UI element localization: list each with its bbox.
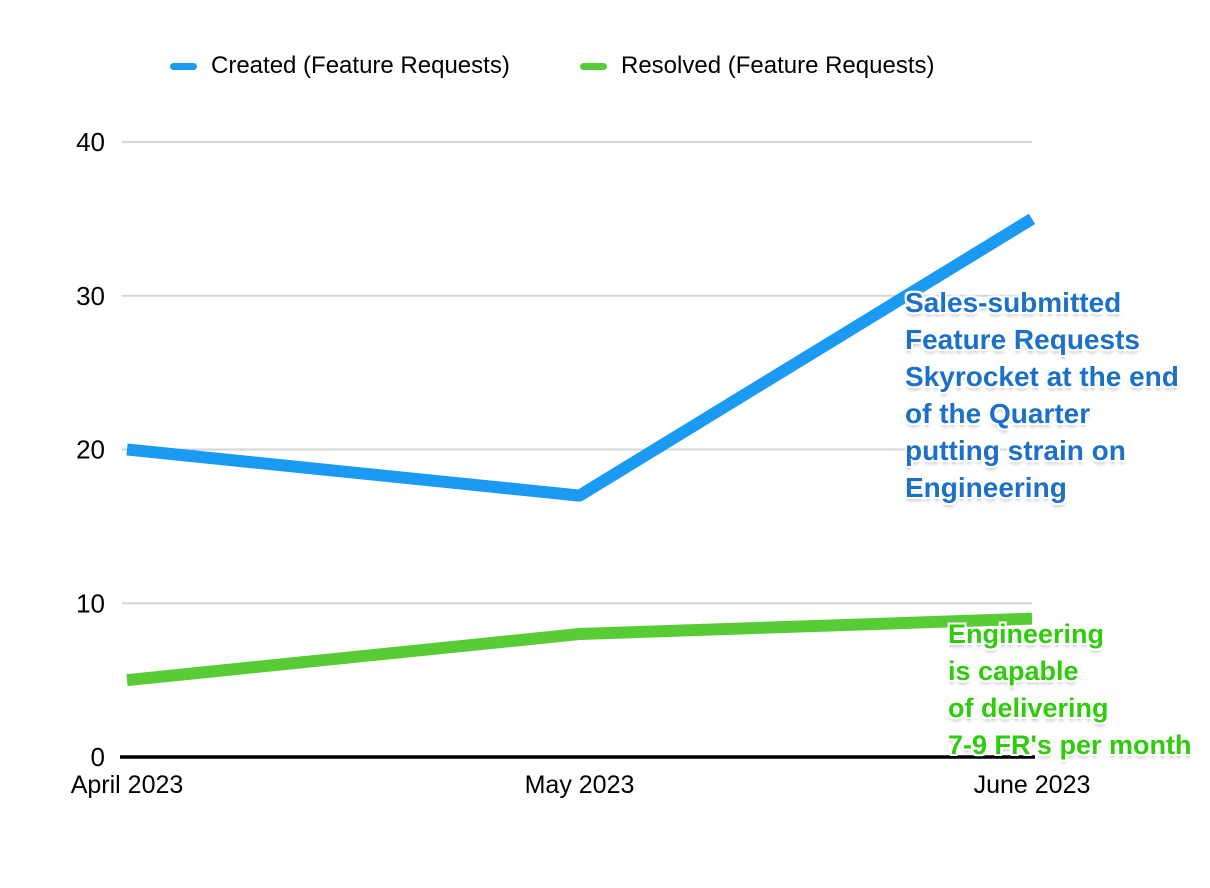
y-tick-label: 30	[76, 281, 105, 311]
created-series-swatch	[170, 62, 197, 70]
resolved-line-series	[126, 612, 1033, 687]
annotation-resolved-line: is capable	[948, 656, 1079, 686]
y-tick-label: 10	[76, 588, 105, 618]
y-tick-label: 20	[76, 435, 105, 465]
annotation-resolved-line: Engineering	[948, 619, 1105, 649]
legend-item-created: Created (Feature Requests)	[170, 52, 510, 80]
annotation-created-line: Skyrocket at the end	[905, 361, 1179, 392]
annotation-created-line: Sales-submitted	[905, 287, 1122, 318]
legend-label-created: Created (Feature Requests)	[211, 52, 510, 79]
x-tick-label: April 2023	[71, 771, 184, 799]
x-tick-label: June 2023	[974, 771, 1091, 799]
annotation-created: Sales-submitted Feature Requests Skyrock…	[905, 284, 1179, 506]
legend-label-resolved: Resolved (Feature Requests)	[621, 52, 935, 79]
annotation-resolved-line: 7-9 FR's per month	[948, 730, 1192, 760]
x-axis-tick-labels: April 2023 May 2023 June 2023	[71, 771, 1091, 799]
created-line-series	[126, 213, 1036, 502]
resolved-series-swatch	[580, 62, 607, 70]
y-tick-label: 0	[91, 742, 105, 772]
legend-item-resolved: Resolved (Feature Requests)	[580, 52, 934, 80]
gridlines	[122, 141, 1032, 605]
annotation-created-line: Feature Requests	[905, 324, 1140, 355]
y-tick-label: 40	[76, 127, 105, 157]
annotation-resolved-line: of delivering	[948, 693, 1109, 723]
y-axis-tick-labels: 0 10 20 30 40	[76, 127, 105, 772]
annotation-created-line: of the Quarter	[905, 398, 1091, 429]
annotation-resolved: Engineering is capable of delivering 7-9…	[948, 616, 1191, 764]
annotation-created-line: putting strain on	[905, 435, 1126, 466]
annotation-created-line: Engineering	[905, 472, 1067, 503]
x-tick-label: May 2023	[525, 771, 635, 799]
